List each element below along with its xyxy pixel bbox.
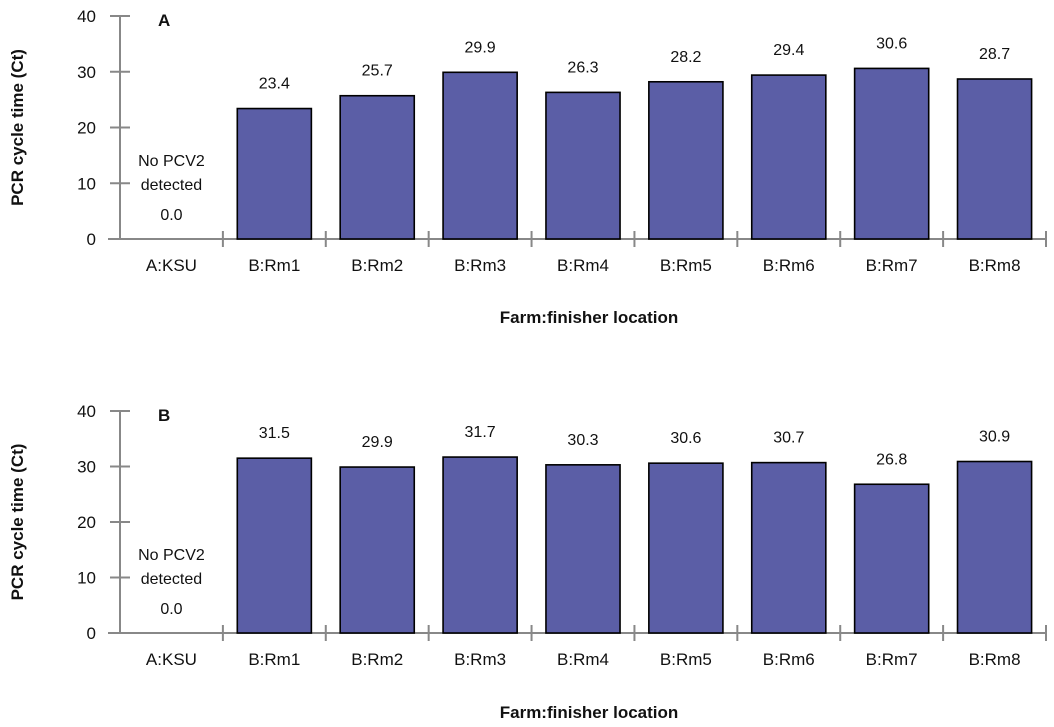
x-category-label: B:Rm7 [866,256,918,275]
bar-b-rm3 [442,456,518,634]
data-label: 29.9 [465,39,496,56]
x-category-label: A:KSU [146,256,197,275]
chart-panel-b: 0 10 20 30 40 No PCV2 detected 0.0 A:KSU 31.5 B:Rm… [8,402,1047,722]
bar-b-rm2 [339,94,416,240]
x-category-label: A:KSU [146,650,197,669]
data-label: 31.7 [465,424,496,441]
x-category-label: B:Rm5 [660,256,712,275]
y-tick-label: 10 [77,174,96,193]
bar-b-rm2 [339,466,416,634]
data-label: 26.3 [567,59,598,76]
bar-b-rm4 [545,464,621,634]
x-category-label: B:Rm1 [248,256,300,275]
bar-b-rm7 [853,483,930,634]
bar-b-rm6 [750,461,827,634]
bar-b-rm5 [648,80,724,240]
x-category-label: B:Rm3 [454,256,506,275]
data-label: 29.4 [773,42,804,59]
no-detection-note: detected [141,571,202,588]
x-axis-title: Farm:finisher location [500,308,679,327]
y-tick-label: 10 [77,569,96,588]
bar-b-rm7 [853,67,930,240]
x-category-label: B:Rm2 [351,256,403,275]
y-tick-label: 40 [77,7,96,26]
data-label: 31.5 [259,425,290,442]
data-label: 0.0 [160,207,182,224]
panel-letter: B [158,406,170,425]
data-label: 25.7 [362,63,393,80]
data-label: 29.9 [362,434,393,451]
data-label: 28.2 [670,49,701,66]
x-category-label: B:Rm6 [763,256,815,275]
no-detection-note: detected [141,177,202,194]
bar-b-rm8 [956,460,1033,634]
bar-b-rm5 [648,462,724,634]
x-axis-title: Farm:finisher location [500,703,679,722]
y-tick-label: 0 [87,624,96,643]
y-tick-label: 20 [77,119,96,138]
data-label: 28.7 [979,46,1010,63]
y-axis-title: PCR cycle time (Ct) [8,444,27,601]
y-tick-label: 0 [87,230,96,249]
x-category-label: B:Rm6 [763,650,815,669]
bar-b-rm4 [545,91,621,240]
bar-b-rm1 [236,107,313,240]
bar-b-rm6 [750,74,827,240]
data-label: 30.6 [670,430,701,447]
y-tick-label: 30 [77,63,96,82]
x-category-label: B:Rm8 [969,256,1021,275]
data-label: 30.3 [567,432,598,449]
x-category-label: B:Rm8 [969,650,1021,669]
x-category-label: B:Rm7 [866,650,918,669]
data-label: 30.6 [876,35,907,52]
data-label: 30.9 [979,429,1010,446]
y-axis-title: PCR cycle time (Ct) [8,49,27,206]
x-category-label: B:Rm4 [557,650,609,669]
y-tick-label: 20 [77,513,96,532]
data-label: 0.0 [160,601,182,618]
data-label: 23.4 [259,76,290,93]
x-category-label: B:Rm1 [248,650,300,669]
x-category-label: B:Rm3 [454,650,506,669]
y-tick-label: 30 [77,458,96,477]
bar-b-rm3 [442,71,518,240]
panel-letter: A [158,11,170,30]
chart-panel-a: 0 10 20 30 40 No PCV2 detected 0.0 A:KSU 23.4 B:Rm… [8,7,1047,327]
x-category-label: B:Rm2 [351,650,403,669]
x-category-label: B:Rm4 [557,256,609,275]
x-category-label: B:Rm5 [660,650,712,669]
y-tick-label: 40 [77,402,96,421]
bar-b-rm8 [956,78,1033,240]
data-label: 30.7 [773,430,804,447]
data-label: 26.8 [876,451,907,468]
bar-b-rm1 [236,457,313,634]
no-detection-note: No PCV2 [138,153,205,170]
no-detection-note: No PCV2 [138,547,205,564]
